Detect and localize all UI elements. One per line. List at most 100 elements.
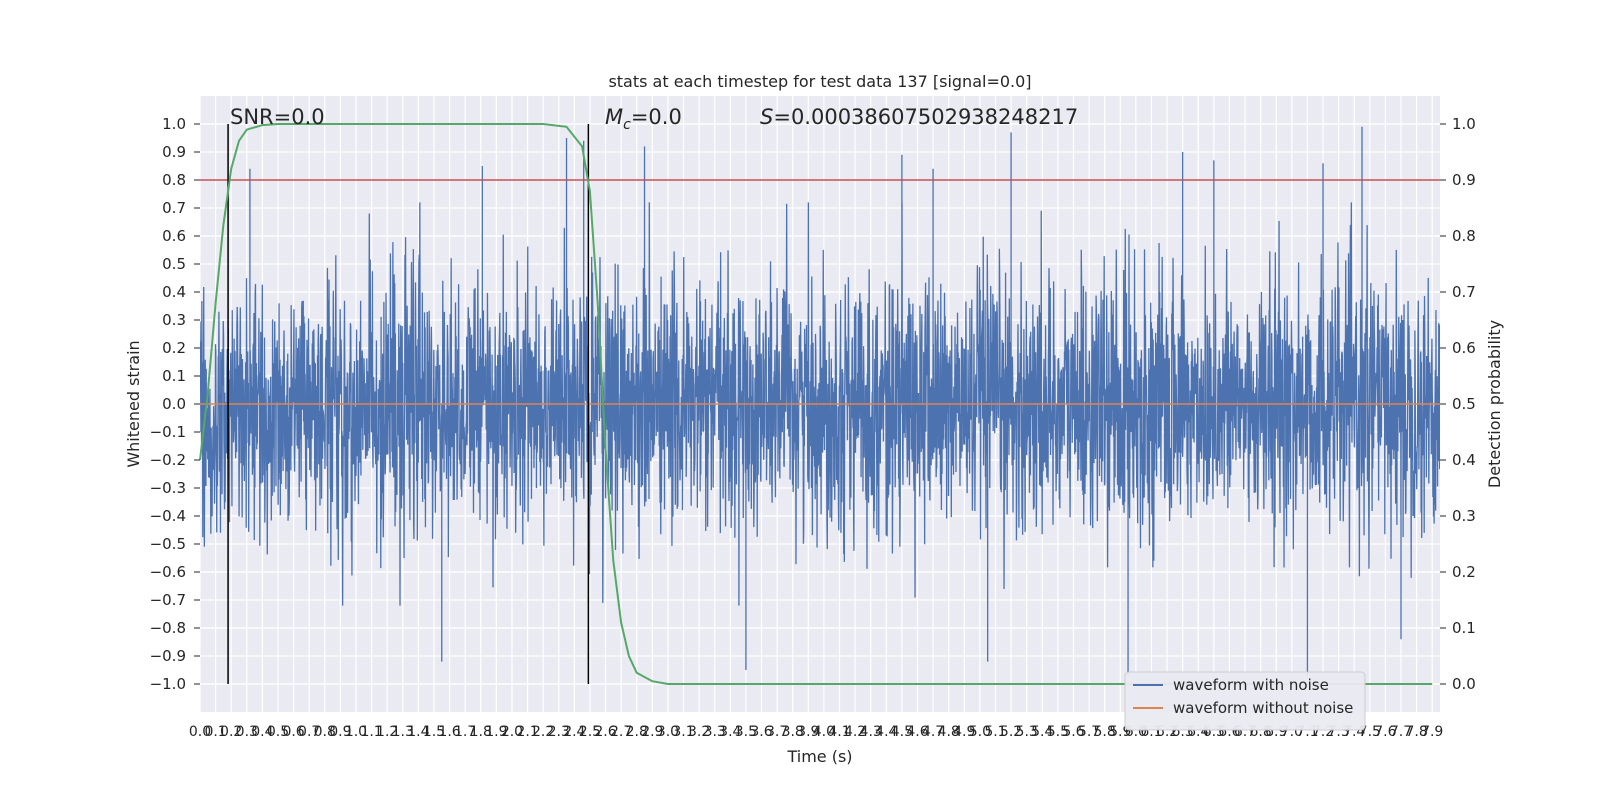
x-tick-label: 1.0 [345, 724, 367, 740]
x-tick-label: 0.6 [282, 724, 304, 740]
x-tick-label: 5.5 [1047, 724, 1069, 740]
x-tick-label: 2.7 [610, 724, 632, 740]
y-right-tick-label: 0.5 [1452, 395, 1476, 413]
x-tick-label: 5.2 [1000, 724, 1022, 740]
x-tick-label: 1.8 [470, 724, 492, 740]
x-tick-label: 2.8 [626, 724, 648, 740]
y-axis-left-ticks: 1.0 0.9 0.8 0.7 0.6 0.5 0.4 0.3 0.2 0.1 0.0 −0.1 −0.… [150, 115, 200, 693]
x-tick-label: 0.7 [298, 724, 320, 740]
x-tick-label: 4.5 [891, 724, 913, 740]
x-tick-label: 3.3 [704, 724, 726, 740]
legend-box [1124, 671, 1366, 731]
x-tick-label: 0.1 [204, 724, 226, 740]
y-tick-label: 0.4 [162, 283, 186, 301]
y-right-tick-label: 0.7 [1452, 283, 1476, 301]
y-right-tick-label: 0.8 [1452, 227, 1476, 245]
legend-label-noise: waveform with noise [1173, 676, 1329, 694]
x-tick-label: 3.1 [672, 724, 694, 740]
y-tick-label: 0.7 [162, 199, 186, 217]
x-tick-label: 5.3 [1016, 724, 1038, 740]
x-tick-label: 3.8 [782, 724, 804, 740]
x-tick-label: 0.9 [329, 724, 351, 740]
x-tick-label: 3.0 [657, 724, 679, 740]
x-tick-label: 5.8 [1094, 724, 1116, 740]
x-tick-label: 2.1 [516, 724, 538, 740]
x-tick-label: 0.0 [189, 724, 211, 740]
x-tick-label: 3.5 [735, 724, 757, 740]
x-tick-label: 4.0 [813, 724, 835, 740]
detection-probability-line [199, 123, 1433, 685]
y-tick-label: 0.5 [162, 255, 186, 273]
y-right-tick-label: 1.0 [1452, 115, 1476, 133]
x-tick-label: 4.6 [906, 724, 928, 740]
x-tick-label: 1.5 [423, 724, 445, 740]
x-tick-label: 3.4 [719, 724, 741, 740]
x-tick-label: 4.2 [844, 724, 866, 740]
x-tick-label: 5.6 [1062, 724, 1084, 740]
noise-waveform-path [200, 126, 1440, 679]
y-tick-label: −1.0 [150, 675, 186, 693]
x-tick-label: 1.3 [392, 724, 414, 740]
x-tick-label: 0.8 [314, 724, 336, 740]
x-tick-label: 4.4 [875, 724, 897, 740]
x-tick-label: 3.9 [797, 724, 819, 740]
x-tick-label: 1.6 [438, 724, 460, 740]
y-tick-label: −0.1 [150, 423, 186, 441]
legend-label-clean: waveform without noise [1173, 699, 1353, 717]
x-tick-label: 2.4 [563, 724, 585, 740]
y-tick-label: −0.3 [150, 479, 186, 497]
x-tick-label: 2.9 [641, 724, 663, 740]
y-tick-label: 0.6 [162, 227, 186, 245]
series-waveform-with-noise [200, 126, 1440, 679]
y-right-tick-label: 0.4 [1452, 451, 1476, 469]
y-tick-label: −0.9 [150, 647, 186, 665]
y-tick-label: 1.0 [162, 115, 186, 133]
x-tick-label: 2.6 [594, 724, 616, 740]
x-tick-label: 1.7 [454, 724, 476, 740]
s-annotation: S=0.00038607502938248217 [760, 105, 1078, 129]
x-tick-label: 4.8 [938, 724, 960, 740]
y-tick-label: 0.3 [162, 311, 186, 329]
x-axis-ticks: 0.00.10.20.30.40.50.60.70.80.91.01.11.21… [189, 724, 1443, 740]
y-tick-label: −0.8 [150, 619, 186, 637]
x-tick-label: 0.3 [236, 724, 258, 740]
x-tick-label: 7.8 [1405, 724, 1427, 740]
x-tick-label: 4.1 [828, 724, 850, 740]
x-tick-label: 0.2 [220, 724, 242, 740]
y-tick-label: −0.7 [150, 591, 186, 609]
chirp-mass-annotation: Mc=0.0 [605, 105, 682, 133]
x-tick-label: 7.9 [1421, 724, 1443, 740]
x-tick-label: 1.9 [485, 724, 507, 740]
y-tick-label: 0.8 [162, 171, 186, 189]
y-tick-label: −0.2 [150, 451, 186, 469]
x-tick-label: 4.9 [953, 724, 975, 740]
x-tick-label: 4.7 [922, 724, 944, 740]
x-tick-label: 5.4 [1031, 724, 1053, 740]
y-tick-label: −0.4 [150, 507, 186, 525]
x-tick-label: 2.2 [532, 724, 554, 740]
x-tick-label: 3.6 [750, 724, 772, 740]
chirp-mass-value: =0.0 [631, 105, 682, 129]
legend: waveform with noise waveform without noi… [1124, 671, 1366, 731]
x-tick-label: 2.0 [501, 724, 523, 740]
x-tick-label: 5.0 [969, 724, 991, 740]
s-value: =0.00038607502938248217 [773, 105, 1078, 129]
x-tick-label: 5.1 [984, 724, 1006, 740]
x-tick-label: 1.1 [360, 724, 382, 740]
y-axis-right-label: Detection probability [1485, 320, 1504, 488]
y-right-tick-label: 0.1 [1452, 619, 1476, 637]
y-tick-label: 0.9 [162, 143, 186, 161]
y-right-tick-label: 0.3 [1452, 507, 1476, 525]
x-tick-label: 5.7 [1078, 724, 1100, 740]
x-tick-label: 4.3 [860, 724, 882, 740]
x-tick-label: 7.7 [1390, 724, 1412, 740]
y-axis-right-ticks: 1.0 0.9 0.8 0.7 0.6 0.5 0.4 0.3 0.2 0.1 0.0 [1440, 115, 1476, 693]
y-tick-label: 0.0 [162, 395, 186, 413]
x-tick-label: 2.5 [579, 724, 601, 740]
x-axis-label: Time (s) [786, 747, 852, 766]
x-tick-label: 0.5 [267, 724, 289, 740]
x-tick-label: 0.4 [251, 724, 273, 740]
x-tick-label: 2.3 [548, 724, 570, 740]
y-right-tick-label: 0.0 [1452, 675, 1476, 693]
